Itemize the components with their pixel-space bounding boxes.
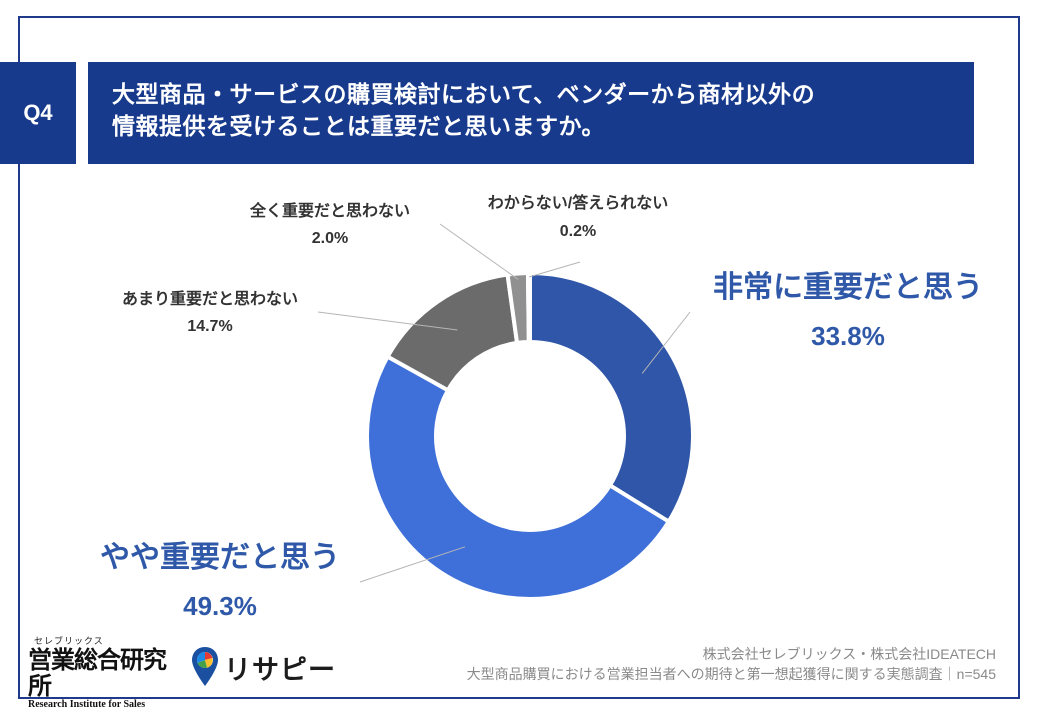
risapi-logo-text: リサピー bbox=[224, 654, 336, 685]
risapi-logo: リサピー bbox=[190, 646, 336, 688]
slice-value-not-very-important: 14.7% bbox=[187, 318, 232, 335]
institute-logo-english: Research Institute for Sales bbox=[28, 699, 146, 710]
footer-company: 株式会社セレブリックス・株式会社IDEATECH bbox=[702, 646, 996, 662]
slice-label-not-at-all-important: 全く重要だと思わない bbox=[249, 201, 410, 220]
slice-value-not-at-all-important: 2.0% bbox=[312, 230, 348, 247]
question-text-line1: 大型商品・サービスの購買検討において、ベンダーから商材以外の bbox=[112, 81, 816, 107]
footer-survey: 大型商品購買における営業担当者への期待と第一想起獲得に関する実態調査｜n=545 bbox=[466, 666, 996, 682]
slice-somewhat-important bbox=[365, 354, 671, 601]
slice-value-dont-know: 0.2% bbox=[560, 223, 596, 240]
slice-value-very-important: 33.8% bbox=[811, 321, 885, 351]
slice-labels: 非常に重要だと思う 33.8% やや重要だと思う 49.3% あまり重要だと思わ… bbox=[100, 193, 983, 621]
leader-very-important bbox=[641, 311, 691, 374]
leader-not-very-important bbox=[317, 311, 458, 331]
leader-dont-know bbox=[528, 261, 581, 278]
question-number: Q4 bbox=[23, 100, 53, 125]
risapi-pin-icon bbox=[192, 647, 218, 686]
institute-logo-kana: セレブリックス bbox=[34, 637, 104, 647]
chart-frame bbox=[18, 16, 1020, 699]
donut-slices bbox=[365, 271, 695, 601]
slice-label-not-very-important: あまり重要だと思わない bbox=[122, 289, 298, 308]
slice-value-somewhat-important: 49.3% bbox=[183, 591, 257, 621]
institute-logo: セレブリックス 営業総合研究所 Research Institute for S… bbox=[28, 634, 178, 710]
question-header: 大型商品・サービスの購買検討において、ベンダーから商材以外の 情報提供を受けるこ… bbox=[88, 62, 974, 164]
footer-credits: 株式会社セレブリックス・株式会社IDEATECH 大型商品購買における営業担当者… bbox=[467, 644, 996, 684]
leader-lines bbox=[317, 223, 691, 583]
question-text-line2: 情報提供を受けることは重要だと思いますか。 bbox=[112, 113, 606, 139]
leader-not-at-all-important bbox=[439, 223, 519, 280]
slice-label-somewhat-important: やや重要だと思う bbox=[100, 541, 340, 574]
leader-somewhat-important bbox=[359, 546, 466, 583]
slice-very-important bbox=[528, 271, 695, 524]
institute-logo-name: 営業総合研究所 bbox=[28, 645, 167, 700]
slice-label-very-important: 非常に重要だと思う bbox=[713, 271, 983, 304]
slice-dont-know bbox=[525, 271, 532, 345]
slice-label-dont-know: わからない/答えられない bbox=[488, 193, 668, 212]
question-number-badge: Q4 bbox=[0, 62, 76, 164]
